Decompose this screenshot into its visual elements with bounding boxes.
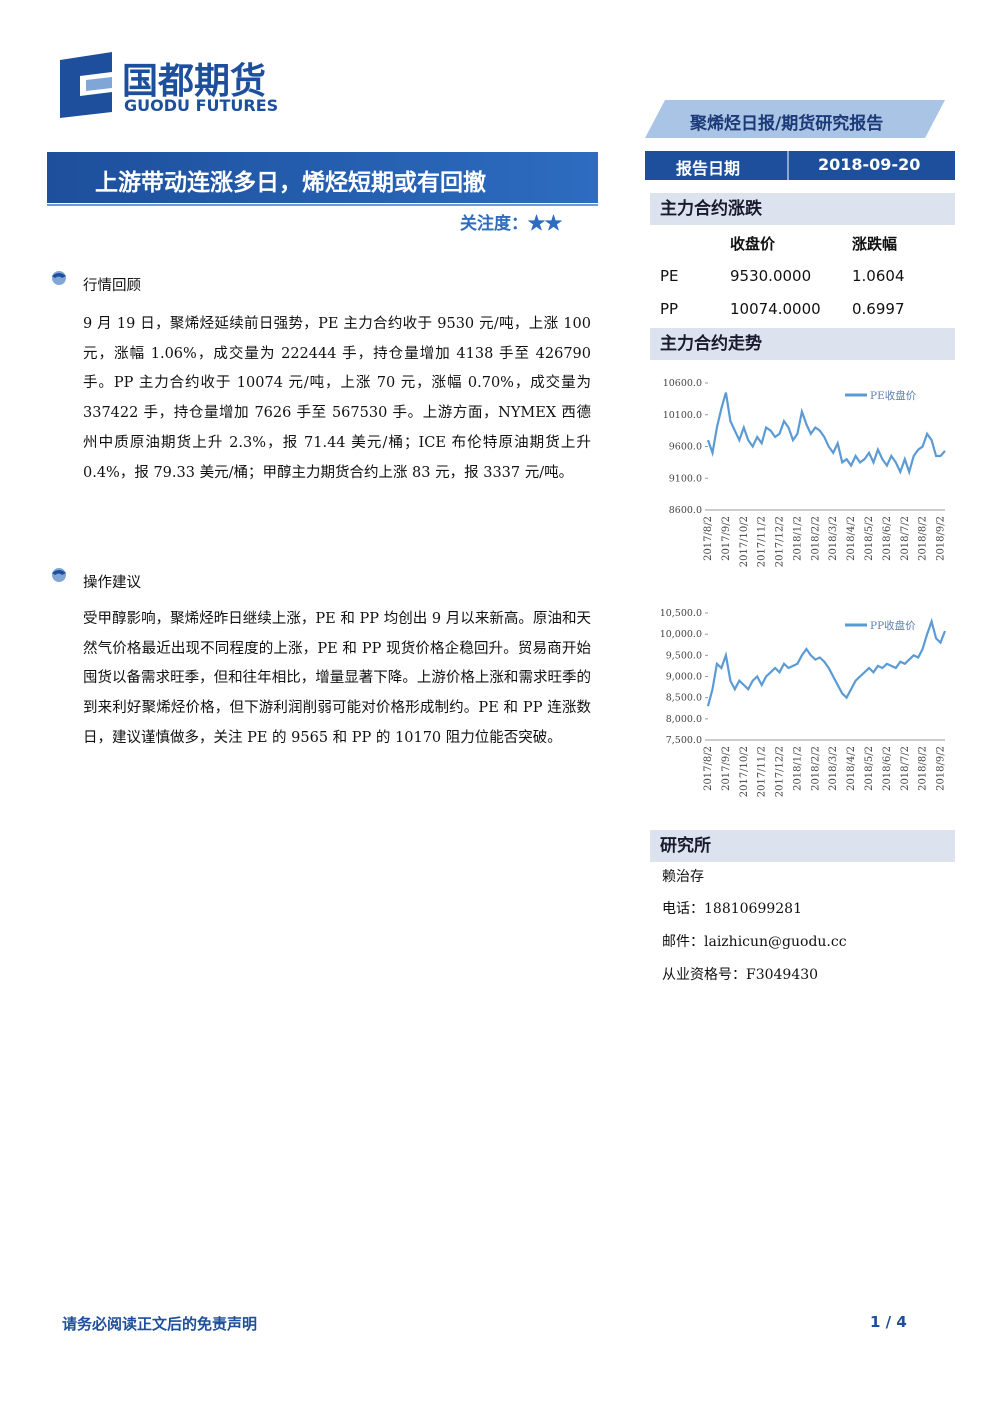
x-tick-label: 2017/12/2 [775, 516, 786, 567]
section-text: 受甲醇影响，聚烯烃昨日继续上涨，PE 和 PP 均创出 9 月以来新高。原油和天… [83, 611, 591, 746]
x-tick-label: 2017/9/2 [721, 516, 732, 561]
logo-cn: 国都期货 [122, 61, 267, 102]
x-tick-label: 2018/8/2 [918, 746, 929, 791]
disclaimer: 请务必阅读正文后的免责声明 [62, 1315, 258, 1333]
x-tick-label: 2018/9/2 [936, 516, 947, 561]
page-number: 1 / 4 [870, 1313, 907, 1331]
contact: 赖治存 [662, 869, 704, 885]
table-cell: 10074.0000 [730, 300, 821, 318]
y-tick-label: 8600.0 [669, 505, 702, 516]
x-tick-label: 2017/11/2 [757, 746, 768, 797]
line [706, 392, 946, 476]
section-icon [52, 568, 66, 582]
x-tick-label: 2018/4/2 [846, 516, 857, 561]
y-tick-label: 10,500.0 [660, 608, 702, 619]
x-tick-label: 2018/7/2 [900, 746, 911, 791]
y-tick-label: 9,000.0 [666, 672, 702, 683]
table-cell: PP [660, 300, 679, 318]
report-title: 上游带动连涨多日，烯烃短期或有回撤 [95, 169, 486, 196]
table-cell: 0.6997 [852, 300, 905, 318]
y-tick-label: 10100.0 [663, 410, 702, 421]
x-tick-label: 2018/3/2 [828, 746, 839, 791]
x-tick-label: 2018/8/2 [918, 516, 929, 561]
x-tick-label: 2018/6/2 [882, 746, 893, 791]
section-icon [52, 271, 66, 285]
x-tick-label: 2018/5/2 [864, 516, 875, 561]
section-heading: 行情回顾 [83, 278, 141, 294]
x-tick-label: 2018/1/2 [792, 516, 803, 561]
banner-shape [645, 100, 945, 138]
y-tick-label: 9,500.0 [666, 650, 702, 661]
y-tick-label: 10600.0 [663, 378, 702, 389]
date-value: 2018-09-20 [818, 155, 921, 174]
y-tick-label: 8,500.0 [666, 693, 702, 704]
banner-text: 聚烯烃日报/期货研究报告 [690, 114, 884, 134]
x-tick-label: 2018/7/2 [900, 516, 911, 561]
sidebar-heading: 主力合约涨跌 [650, 193, 955, 225]
x-tick-label: 2018/2/2 [810, 746, 821, 791]
legend-label: PE收盘价 [870, 389, 917, 402]
table-cell: 1.0604 [852, 267, 905, 285]
y-tick-label: 9100.0 [669, 473, 702, 484]
title-bar [47, 152, 598, 203]
y-tick-label: 10,000.0 [660, 629, 702, 640]
x-tick-label: 2017/8/2 [703, 516, 714, 561]
attention: 关注度：★★ [460, 214, 562, 234]
table-cell: 9530.0000 [730, 267, 812, 285]
x-tick-label: 2017/11/2 [757, 516, 768, 567]
date-label: 报告日期 [676, 159, 741, 178]
x-tick-label: 2017/8/2 [703, 746, 714, 791]
y-tick-label: 9600.0 [669, 442, 702, 453]
y-tick-label: 8,000.0 [666, 714, 702, 725]
x-tick-label: 2018/3/2 [828, 516, 839, 561]
x-tick-label: 2018/9/2 [936, 746, 947, 791]
contact: 电话：18810699281 [662, 901, 802, 917]
line [706, 617, 947, 707]
x-tick-label: 2018/1/2 [792, 746, 803, 791]
logo-en: GUODU FUTURES [124, 96, 279, 115]
x-tick-label: 2017/9/2 [721, 746, 732, 791]
x-tick-label: 2017/12/2 [775, 746, 786, 797]
sidebar-heading: 主力合约走势 [650, 328, 955, 360]
chart: 8600.0 9100.0 9600.0 10100.0 10600.0 2017/8/2… [663, 378, 947, 567]
section-heading: 操作建议 [83, 575, 141, 591]
logo-mark [86, 77, 112, 91]
sidebar-heading: 研究所 [650, 830, 955, 862]
y-tick-label: 7,500.0 [666, 735, 702, 746]
date-bar [645, 151, 955, 180]
x-tick-label: 2017/10/2 [739, 516, 750, 567]
x-tick-label: 2017/10/2 [739, 746, 750, 797]
contact: 邮件：laizhicun@guodu.cc [662, 934, 847, 950]
chart: 7,500.0 8,000.0 8,500.0 9,000.0 9,500.0 10,00… [660, 608, 947, 797]
legend-label: PP收盘价 [870, 619, 916, 632]
x-tick-label: 2018/6/2 [882, 516, 893, 561]
table-cell: PE [660, 267, 679, 285]
logo-mark [60, 52, 112, 118]
contact: 从业资格号：F3049430 [662, 967, 819, 983]
x-tick-label: 2018/2/2 [810, 516, 821, 561]
x-tick-label: 2018/5/2 [864, 746, 875, 791]
table-header: 收盘价 [730, 235, 776, 253]
section-text: 9 月 19 日，聚烯烃延续前日强势，PE 主力合约收于 9530 元/吨，上涨… [83, 316, 591, 481]
x-tick-label: 2018/4/2 [846, 746, 857, 791]
table-header: 涨跌幅 [852, 235, 898, 253]
